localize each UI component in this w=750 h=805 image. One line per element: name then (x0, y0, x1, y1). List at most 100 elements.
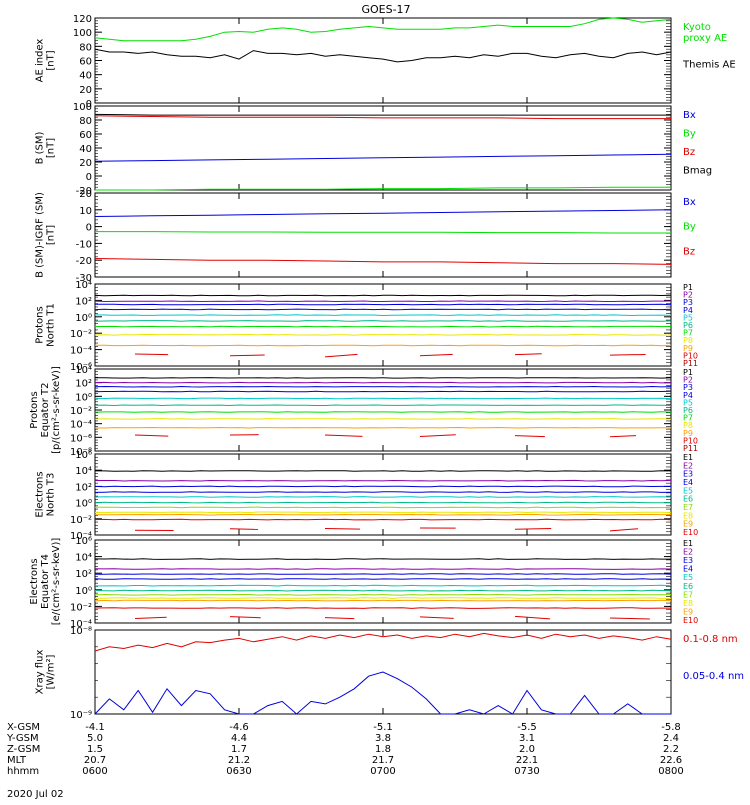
sparse-segment (610, 618, 650, 619)
y-tick-label: 10⁴ (75, 466, 92, 477)
series-line-P8 (95, 419, 671, 420)
series-line-By (95, 232, 671, 233)
sparse-segment (325, 528, 360, 529)
sparse-segment (420, 354, 453, 355)
legend-entry: Bx (683, 197, 696, 208)
y-axis-label: Protons (29, 391, 40, 428)
panel-electrons_t4 (95, 540, 671, 623)
sparse-segment (230, 529, 258, 530)
sparse-segment (230, 355, 265, 356)
series-line-Bmag (95, 114, 671, 115)
y-tick-label: 10⁻² (70, 602, 92, 613)
legend-entry: Bz (683, 147, 695, 158)
legend-entry-E10: E10 (683, 528, 698, 537)
ephemeris-value: 1.8 (375, 744, 391, 755)
ephemeris-value: 4.4 (231, 733, 247, 744)
ephemeris-value: -5.5 (517, 722, 537, 733)
y-tick-label: 10⁴ (75, 553, 92, 564)
panel-xray (95, 630, 671, 714)
y-tick-label: 10⁻⁹ (70, 710, 92, 721)
panel-frame (95, 540, 671, 623)
series-line-E8 (95, 512, 671, 513)
ephemeris-value: -4.6 (229, 722, 249, 733)
ephemeris-value: 3.8 (375, 733, 391, 744)
panel-electrons_t3 (95, 454, 671, 535)
y-tick-label: 10⁶ (75, 536, 92, 547)
sparse-segment (515, 528, 551, 529)
y-axis-label: [nT] (46, 138, 57, 158)
series-line-E1 (95, 559, 671, 560)
legend-entry-P11: P11 (683, 359, 698, 368)
series-line-E7 (95, 595, 671, 596)
ephemeris-value: 0730 (514, 766, 539, 777)
y-axis-label: B (SM) (35, 131, 46, 164)
series-line-E7 (95, 507, 671, 508)
panel-ae (95, 18, 671, 103)
sparse-segment (610, 529, 638, 531)
ephemeris-row-label: Y-GSM (6, 733, 39, 744)
series-line-E8 (95, 598, 671, 599)
series-line-E3 (95, 574, 671, 575)
series-line-Bx (95, 154, 671, 161)
series-line-E6 (95, 502, 671, 503)
panel-frame (95, 18, 671, 103)
y-tick-label: 40 (79, 144, 92, 155)
y-axis-label: Electrons (29, 558, 40, 604)
y-axis-label: Equator T4 (40, 554, 51, 609)
ephemeris-row-label: MLT (7, 755, 27, 766)
ephemeris-value: 5.0 (87, 733, 103, 744)
y-axis-label: Protons (35, 306, 46, 343)
y-tick-label: 10⁴ (75, 365, 92, 376)
series-line-P4 (95, 391, 671, 392)
series-line-P2 (95, 382, 671, 383)
ephemeris-value: 0600 (82, 766, 107, 777)
sparse-segment (610, 354, 646, 355)
y-tick-label: 10⁻⁴ (70, 420, 92, 431)
y-tick-label: 10⁻⁴ (70, 346, 92, 357)
y-tick-label: 10⁰ (75, 313, 92, 324)
y-tick-label: 10⁻² (70, 406, 92, 417)
y-tick-label: 10 (79, 206, 92, 217)
sparse-segment (325, 354, 357, 356)
ephemeris-value: -4.1 (85, 722, 105, 733)
y-tick-label: 100 (73, 28, 92, 39)
y-axis-label: B (SM)-IGRF (SM) (35, 192, 46, 278)
ephemeris-value: 2.0 (519, 744, 535, 755)
sparse-segment (515, 616, 550, 619)
ephemeris-value: 0800 (658, 766, 683, 777)
y-tick-label: 0 (86, 172, 92, 183)
y-tick-label: 10⁻⁸ (70, 626, 92, 637)
sparse-segment (325, 435, 362, 436)
panel-protons_t2 (95, 369, 671, 451)
sparse-segment (135, 354, 168, 355)
ephemeris-value: 21.2 (228, 755, 250, 766)
ephemeris-value: 2.2 (663, 744, 679, 755)
series-line-E4 (95, 492, 671, 493)
page-title: GOES-17 (361, 3, 410, 16)
y-axis-label: [e/(cm²-s-sr-keV)] (51, 538, 62, 626)
series-line-P6 (95, 321, 671, 322)
series-line-P2 (95, 301, 671, 302)
series-line-Bx (95, 210, 671, 217)
series-line-E2 (95, 480, 671, 481)
y-tick-label: 10⁻⁶ (70, 433, 92, 444)
legend-entry: Kyoto (683, 22, 711, 33)
y-tick-label: 10² (75, 482, 92, 493)
series-line-E4 (95, 579, 671, 580)
y-axis-label: AE index (35, 39, 46, 83)
series-line-P8 (95, 335, 671, 336)
series-line-Themis AE (95, 49, 671, 62)
y-tick-label: 10⁴ (75, 280, 92, 291)
panel-frame (95, 454, 671, 535)
y-tick-label: 100 (73, 102, 92, 113)
y-tick-label: 10⁰ (75, 392, 92, 403)
panel-b_igrf (95, 193, 671, 277)
date-label: 2020 Jul 02 (7, 789, 64, 800)
ephemeris-row-label: hhmm (7, 766, 39, 777)
series-line-E10 (95, 608, 671, 609)
legend-entry: Bmag (683, 166, 712, 177)
ephemeris-value: 22.6 (660, 755, 682, 766)
legend-entry: By (683, 129, 696, 140)
sparse-segment (420, 435, 456, 437)
